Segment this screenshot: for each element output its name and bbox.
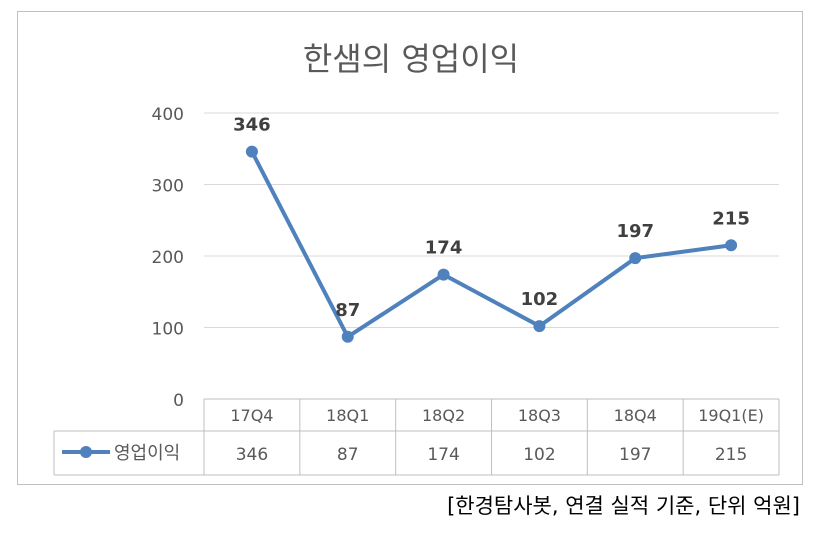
data-label-layer: 346 87 174 102 197 215 <box>233 115 750 321</box>
data-point <box>437 268 450 281</box>
x-tick-label: 18Q3 <box>518 406 561 425</box>
table-value: 197 <box>619 445 651 465</box>
data-point <box>629 252 642 265</box>
table-value: 102 <box>523 445 555 465</box>
legend-label: 영업이익 <box>114 443 180 464</box>
x-tick-label: 19Q1(E) <box>698 406 764 425</box>
table-value: 87 <box>337 445 359 465</box>
data-table: 17Q4 18Q1 18Q2 18Q3 18Q4 19Q1(E) 영업이익 346 87 174 1… <box>53 398 780 476</box>
y-tick-label: 100 <box>152 320 184 340</box>
x-tick-label: 18Q2 <box>422 406 465 425</box>
data-label: 197 <box>616 221 654 242</box>
data-point <box>533 320 546 333</box>
data-label: 215 <box>712 208 750 229</box>
x-tick-label: 17Q4 <box>230 406 273 425</box>
x-tick-label: 18Q4 <box>614 406 657 425</box>
data-point <box>725 239 738 252</box>
y-axis-ticks: 0 100 200 300 400 <box>152 105 184 411</box>
data-label: 346 <box>233 115 271 136</box>
series-line <box>249 149 734 339</box>
y-tick-label: 0 <box>173 391 184 411</box>
legend-marker <box>80 446 92 458</box>
data-point <box>341 330 354 343</box>
table-value: 346 <box>236 445 268 465</box>
table-value: 174 <box>427 445 459 465</box>
source-note: [한경탐사봇, 연결 실적 기준, 단위 억원] <box>447 494 800 518</box>
series-line-layer <box>245 145 738 343</box>
grid-layer <box>204 112 779 328</box>
chart-frame <box>17 11 803 485</box>
y-tick-label: 200 <box>152 248 184 268</box>
y-tick-label: 400 <box>152 105 184 125</box>
table-value: 215 <box>715 445 747 465</box>
chart-title: 한샘의 영업이익 <box>303 40 519 78</box>
y-tick-label: 300 <box>152 177 184 197</box>
x-tick-label: 18Q1 <box>326 406 369 425</box>
data-label: 174 <box>425 238 463 259</box>
data-label: 87 <box>335 300 360 321</box>
data-point <box>245 145 258 158</box>
data-label: 102 <box>521 289 559 310</box>
